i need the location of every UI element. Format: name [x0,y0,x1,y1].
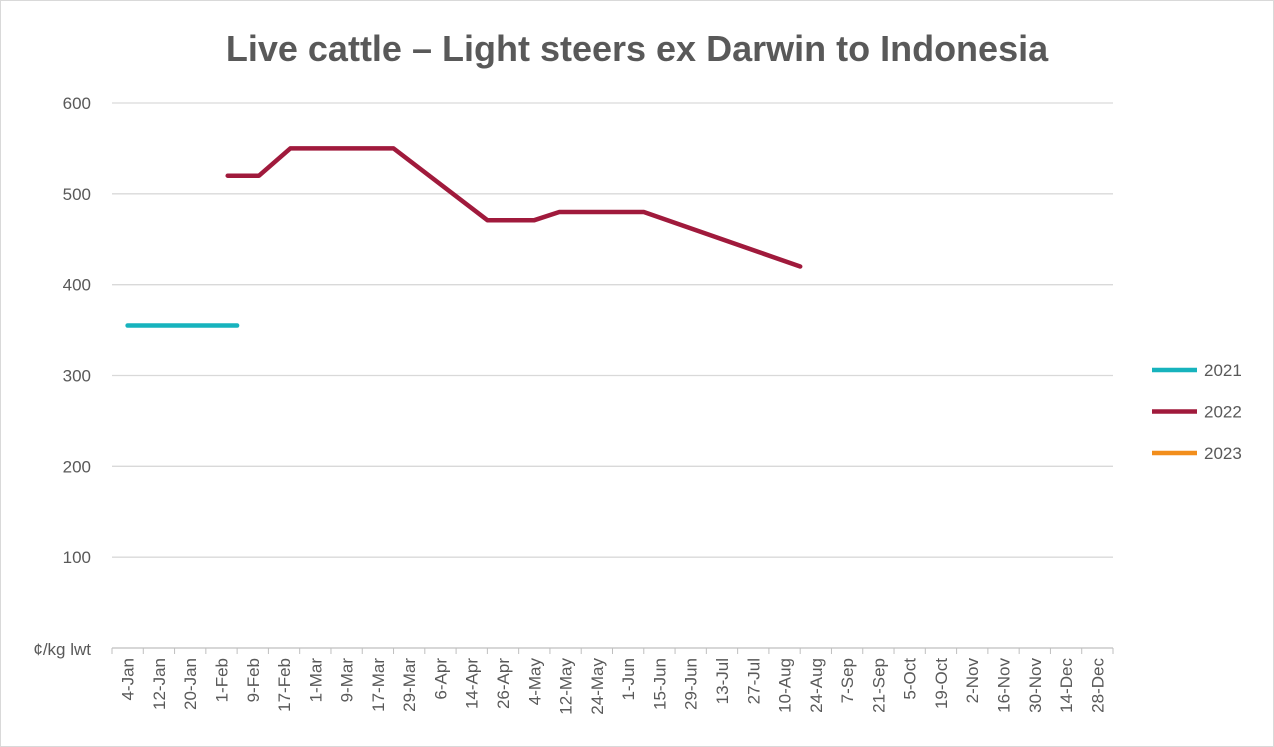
y-tick-label: 200 [63,457,91,476]
y-axis-ticks: 100 200 300 400 500 600 [63,94,91,567]
x-tick-label: 5-Oct [901,658,920,700]
x-tick-label: 17-Mar [369,658,388,712]
x-tick-label: 16-Nov [995,658,1014,713]
x-tick-label: 1-Feb [212,658,231,702]
x-tick-label: 29-Jun [682,658,701,710]
x-tick-label: 12-Jan [150,658,169,710]
x-tick-label: 17-Feb [275,658,294,712]
x-tick-label: 13-Jul [713,658,732,704]
legend-label-2022: 2022 [1204,403,1242,422]
chart-title: Live cattle – Light steers ex Darwin to … [226,28,1049,69]
x-tick-label: 27-Jul [744,658,763,704]
x-tick-label: 9-Feb [244,658,263,702]
y-tick-label: 400 [63,276,91,295]
grid-lines [112,102,1113,649]
x-tick-label: 4-May [525,658,544,706]
y-tick-label: 300 [63,367,91,386]
x-tick-label: 29-Mar [400,658,419,712]
legend-label-2023: 2023 [1204,444,1242,463]
x-tick-label: 9-Mar [338,658,357,703]
x-tick-label: 30-Nov [1026,658,1045,713]
x-tick-label: 24-May [588,658,607,715]
x-tick-label: 1-Mar [306,658,325,703]
x-tick-label: 4-Jan [119,658,138,701]
legend: 2021 2022 2023 [1152,361,1242,463]
x-tick-label: 7-Sep [838,658,857,703]
x-tick-label: 14-Apr [463,658,482,709]
x-tick-label: 1-Jun [619,658,638,701]
x-tick-label: 6-Apr [431,658,450,700]
x-axis-ticks: 4-Jan 12-Jan 20-Jan 1-Feb 9-Feb 17-Feb 1-Mar 9-… [111,648,1114,715]
x-tick-label: 2-Nov [963,658,982,704]
x-tick-label: 14-Dec [1057,658,1076,713]
x-tick-label: 28-Dec [1088,658,1107,713]
legend-label-2021: 2021 [1204,361,1242,380]
y-axis-label: ¢/kg lwt [33,640,91,659]
series-line-2022 [225,146,803,269]
x-tick-label: 21-Sep [869,658,888,713]
y-tick-label: 600 [63,94,91,113]
x-tick-label: 20-Jan [181,658,200,710]
y-tick-label: 500 [63,185,91,204]
x-tick-label: 24-Aug [807,658,826,713]
x-tick-label: 12-May [557,658,576,715]
series-lines [125,146,803,328]
x-tick-label: 19-Oct [932,658,951,709]
x-tick-label: 10-Aug [776,658,795,713]
x-tick-label: 26-Apr [494,658,513,709]
y-tick-label: 100 [63,548,91,567]
x-tick-label: 15-Jun [650,658,669,710]
